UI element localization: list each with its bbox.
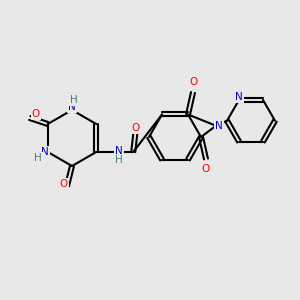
Text: N: N [41, 147, 49, 157]
Text: O: O [202, 164, 210, 174]
Text: O: O [32, 109, 40, 119]
Text: N: N [215, 121, 223, 131]
Text: N: N [116, 146, 123, 156]
Text: H: H [70, 95, 78, 105]
Text: O: O [131, 123, 140, 133]
Text: O: O [189, 77, 197, 88]
Text: N: N [235, 92, 243, 102]
Text: H: H [116, 155, 123, 165]
Text: H: H [34, 153, 42, 163]
Text: O: O [60, 179, 68, 189]
Text: N: N [68, 102, 76, 112]
